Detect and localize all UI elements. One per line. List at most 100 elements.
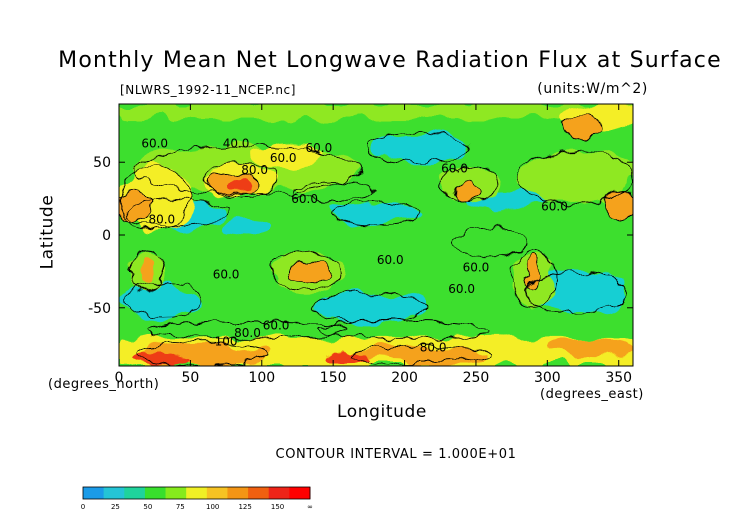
colorbar-swatch — [289, 487, 311, 499]
colorbar-label: 150 — [271, 503, 284, 511]
colorbar-swatch — [144, 487, 167, 499]
contour-lines — [119, 113, 633, 366]
colorbar-label: ∞ — [307, 503, 313, 511]
colorbar-swatch — [206, 487, 228, 499]
contour-set — [119, 113, 633, 366]
contour-line — [368, 132, 470, 163]
x-tick-label: 300 — [534, 370, 561, 386]
y-tick-label: -50 — [88, 301, 111, 317]
contour-line — [129, 250, 166, 293]
contour-label: 60.0 — [141, 137, 168, 151]
heatmap-field — [119, 104, 633, 366]
contour-label: 80.0 — [148, 212, 175, 226]
region-low — [311, 293, 426, 323]
contour-line — [311, 292, 427, 323]
region-low — [218, 218, 277, 237]
contour-line — [204, 161, 277, 198]
hotspot — [326, 351, 369, 364]
colorbar-label: 75 — [176, 503, 185, 511]
colorbar-swatch — [227, 487, 249, 499]
colorbar-swatch — [186, 487, 208, 499]
y-tick-label: 50 — [93, 155, 111, 171]
colorbar-swatch — [103, 487, 125, 499]
contour-interval-text: CONTOUR INTERVAL = 1.000E+01 — [275, 447, 517, 462]
contour-line — [525, 272, 627, 315]
contour-label: 60.0 — [306, 141, 333, 155]
north-band — [119, 104, 633, 119]
contour-label: 100 — [215, 335, 238, 349]
x-tick-label: 50 — [181, 370, 199, 386]
colorbar-swatch — [124, 487, 146, 499]
contour-line — [139, 342, 270, 366]
region-midhigh — [518, 150, 633, 203]
contour-label: 60.0 — [463, 260, 490, 274]
contour-label: 60.0 — [441, 161, 468, 175]
x-axis-unit: (degrees_east) — [540, 387, 644, 402]
x-tick-label: 150 — [320, 370, 347, 386]
contour-line — [289, 182, 377, 201]
contour-line — [346, 345, 491, 364]
contour-line — [518, 150, 633, 204]
units-label: (units:W/m^2) — [537, 81, 648, 97]
colorbar-label: 0 — [81, 503, 85, 511]
region-higher — [347, 345, 491, 364]
hotspot — [119, 191, 154, 221]
contour-line — [268, 250, 341, 293]
contour-labels: 40.0 60.060.080.060.080.060.060.060.060.0… — [141, 137, 567, 355]
contour-line — [332, 201, 420, 226]
y-axis-unit: (degrees_north) — [48, 377, 160, 392]
contour-line — [125, 198, 227, 229]
x-tick-label: 0 — [115, 370, 124, 386]
colorbar-frame — [82, 486, 311, 500]
field-hotspots — [119, 114, 633, 365]
contour-line — [119, 166, 191, 232]
contour-label: 80.0 — [234, 326, 261, 340]
region-higher — [547, 336, 633, 361]
x-tick-label: 200 — [391, 370, 418, 386]
contour-label: 60.0 — [448, 282, 475, 296]
contour-line — [525, 253, 541, 290]
colorbar-swatch — [248, 487, 270, 499]
contour-label: 60.0 — [541, 199, 568, 213]
region-low — [333, 201, 419, 225]
hotspot — [291, 259, 332, 284]
contour-line — [562, 113, 604, 138]
contour-label: 60.0 — [263, 319, 290, 333]
x-tick-label: 250 — [463, 370, 490, 386]
hotspot — [601, 191, 633, 221]
contour-label: 60.0 — [213, 268, 240, 282]
colorbar-label: 100 — [206, 503, 219, 511]
contour-line — [454, 227, 527, 258]
contour-label: 80.0 — [241, 163, 268, 177]
colorbar-label: 125 — [238, 503, 251, 511]
y-tick-label: 0 — [102, 228, 111, 244]
region-low — [121, 283, 202, 318]
hotspot — [563, 114, 604, 138]
contour-line — [207, 173, 260, 195]
hotspot — [133, 352, 191, 365]
x-tick-label: 350 — [605, 370, 632, 386]
axes: 0 50 100 150 200 250 300 350 -50 0 50 — [88, 104, 633, 386]
contour-label: 60.0 — [270, 151, 297, 165]
contour-line — [318, 320, 491, 339]
colorbar-label: 50 — [143, 503, 152, 511]
contour-line — [291, 259, 333, 284]
contour-label: 40.0 — [223, 137, 250, 151]
chart-title: Monthly Mean Net Longwave Radiation Flux… — [58, 48, 722, 73]
contour-line — [147, 320, 348, 339]
hotspot — [453, 181, 479, 202]
contour-label: 60.0 — [377, 253, 404, 267]
colorbar-swatch — [268, 487, 290, 499]
contour-line — [511, 249, 555, 309]
colorbar-label: 25 — [111, 503, 120, 511]
colorbar: 0 25 50 75 100 125 150 ∞ — [81, 486, 313, 511]
colorbar-swatch — [165, 487, 187, 499]
contour-line — [601, 190, 633, 221]
x-tick-label: 100 — [248, 370, 275, 386]
hotspot — [228, 178, 252, 190]
contour-line — [452, 180, 480, 202]
region-high — [254, 143, 327, 167]
colorbar-swatch — [83, 487, 105, 499]
contour-label: 60.0 — [291, 192, 318, 206]
